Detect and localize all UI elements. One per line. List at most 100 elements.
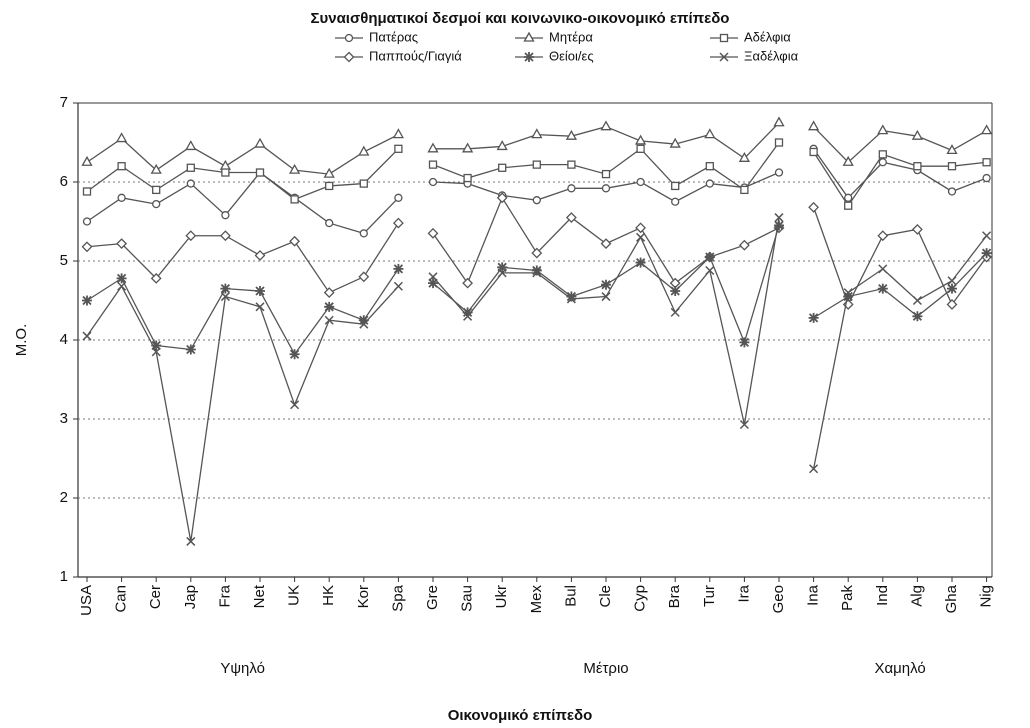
- marker: [843, 288, 853, 298]
- marker: [82, 187, 92, 196]
- marker: [359, 179, 368, 188]
- marker: [635, 257, 646, 268]
- marker: [912, 295, 922, 306]
- marker: [496, 140, 508, 151]
- series-line: [86, 148, 399, 201]
- marker: [151, 347, 161, 357]
- x-tick-label: Cle: [597, 585, 614, 608]
- marker: [567, 184, 576, 193]
- marker: [325, 218, 334, 228]
- marker: [463, 311, 473, 321]
- marker: [324, 301, 335, 312]
- marker: [911, 129, 924, 140]
- series-line: [86, 171, 399, 235]
- marker: [358, 271, 370, 283]
- series-line: [813, 252, 988, 319]
- marker: [739, 337, 750, 348]
- marker: [669, 137, 681, 148]
- marker: [877, 124, 889, 135]
- x-tick-label: Nig: [978, 585, 995, 608]
- x-tick-label: Tur: [701, 585, 718, 607]
- marker: [185, 344, 196, 355]
- marker: [81, 241, 93, 253]
- x-tick-label: Geo: [770, 585, 787, 613]
- marker: [808, 312, 819, 323]
- marker: [532, 196, 541, 205]
- marker: [878, 264, 888, 274]
- marker: [152, 185, 161, 195]
- marker: [115, 132, 128, 143]
- marker: [636, 177, 645, 187]
- marker: [219, 230, 231, 242]
- marker: [843, 291, 854, 302]
- y-tick-label: 2: [60, 489, 68, 506]
- marker: [117, 193, 126, 202]
- y-axis-title: Μ.Ο.: [13, 324, 30, 357]
- marker: [116, 238, 128, 250]
- legend-label: Αδέλφια: [744, 29, 791, 44]
- marker: [565, 212, 577, 223]
- x-tick-label: HK: [320, 585, 337, 606]
- marker: [462, 307, 473, 318]
- x-tick-label: Bra: [666, 584, 683, 608]
- marker: [982, 173, 991, 183]
- marker: [497, 262, 508, 273]
- marker: [219, 159, 232, 170]
- marker: [704, 128, 716, 139]
- marker: [600, 238, 612, 250]
- marker: [808, 201, 820, 213]
- marker: [461, 142, 474, 153]
- marker: [463, 173, 472, 183]
- marker: [254, 250, 266, 261]
- marker: [704, 252, 715, 263]
- marker: [427, 142, 439, 153]
- marker: [774, 213, 784, 223]
- legend-label: Παππούς/Γιαγιά: [369, 48, 462, 63]
- marker: [343, 51, 355, 63]
- marker: [565, 129, 578, 140]
- marker: [427, 227, 439, 239]
- marker: [635, 222, 647, 234]
- marker: [290, 195, 299, 204]
- marker: [255, 168, 265, 177]
- marker: [359, 319, 369, 329]
- series-line: [86, 222, 399, 294]
- marker: [566, 291, 577, 302]
- marker: [117, 281, 127, 291]
- marker: [532, 160, 541, 169]
- marker: [324, 315, 334, 325]
- marker: [496, 192, 508, 204]
- y-tick-label: 3: [60, 410, 68, 427]
- x-tick-label: Ind: [874, 585, 891, 606]
- marker: [705, 162, 714, 171]
- marker: [842, 155, 854, 166]
- marker: [982, 158, 991, 167]
- marker: [601, 292, 611, 302]
- marker: [255, 302, 265, 312]
- marker: [462, 277, 474, 289]
- marker: [705, 265, 715, 276]
- marker: [705, 179, 714, 188]
- marker: [323, 167, 335, 178]
- marker: [878, 158, 887, 167]
- marker: [151, 340, 162, 351]
- marker: [601, 184, 611, 193]
- marker: [82, 331, 92, 341]
- marker: [220, 283, 231, 294]
- marker: [358, 315, 369, 326]
- marker: [288, 163, 301, 174]
- marker: [392, 128, 405, 139]
- marker: [912, 311, 923, 322]
- marker: [844, 201, 853, 210]
- x-tick-label: Jap: [182, 585, 199, 609]
- marker: [152, 199, 161, 209]
- x-tick-label: Mex: [528, 585, 545, 614]
- marker: [946, 144, 958, 155]
- marker: [877, 283, 888, 294]
- marker: [981, 248, 992, 259]
- marker: [186, 179, 195, 188]
- legend-label: Πατέρας: [369, 29, 418, 44]
- marker: [877, 230, 889, 242]
- marker: [911, 223, 923, 235]
